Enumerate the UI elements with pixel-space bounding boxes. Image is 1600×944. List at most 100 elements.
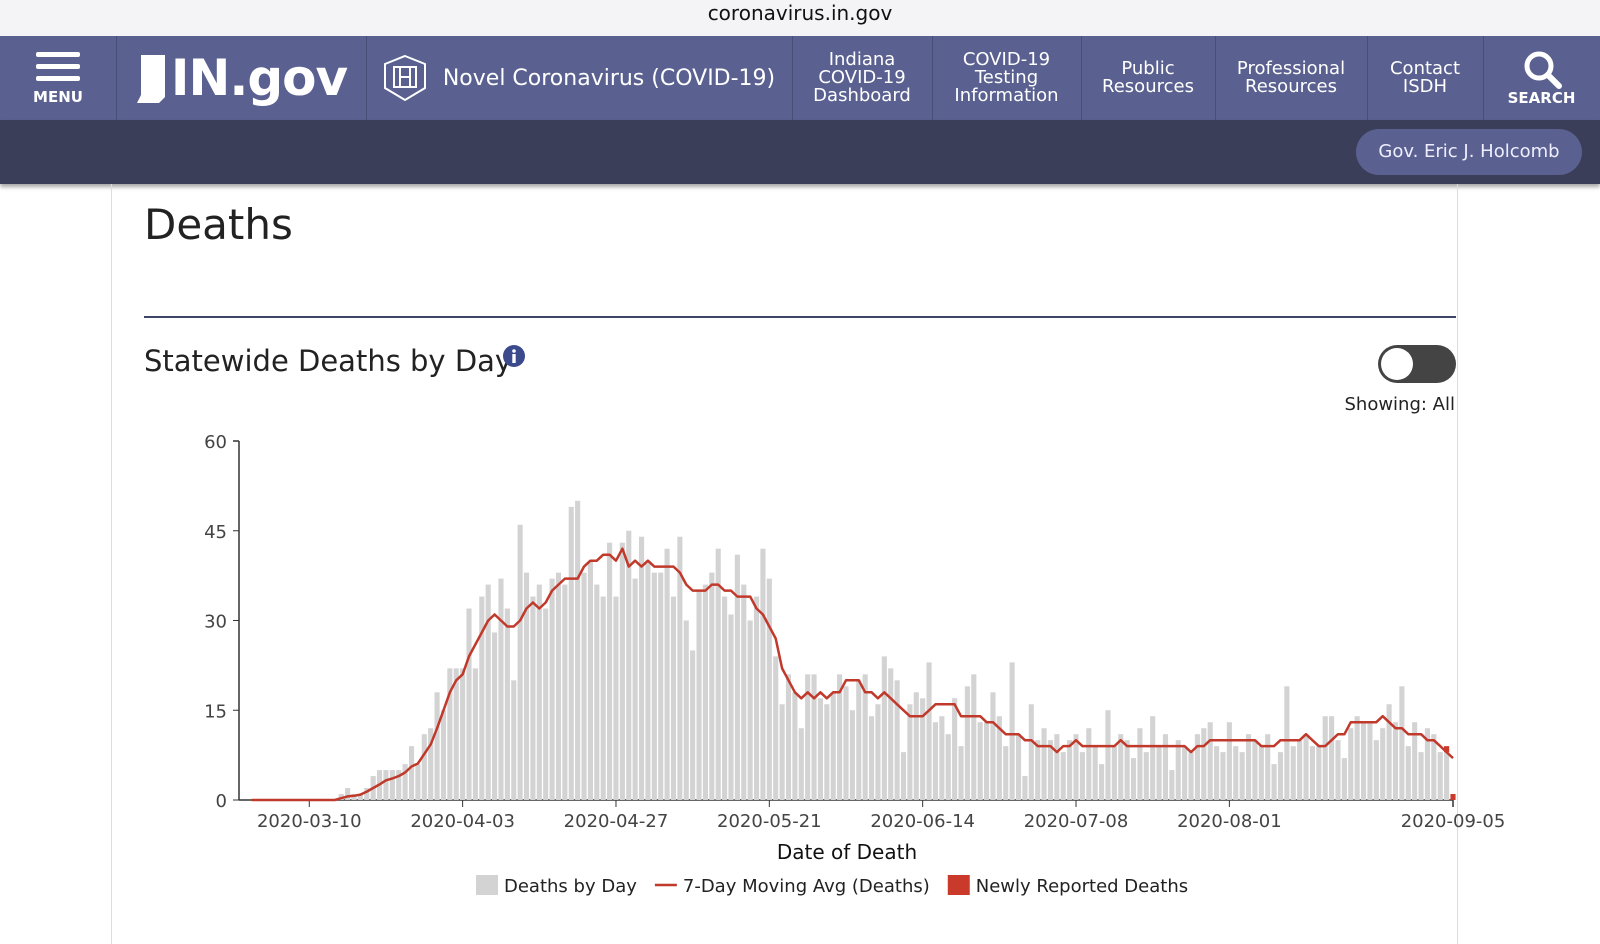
bar [741,584,747,800]
bar [1348,728,1354,800]
bar [421,734,427,800]
bar [773,656,779,800]
bar [1450,794,1456,800]
governor-button[interactable]: Gov. Eric J. Holcomb [1356,129,1582,175]
bar [1015,734,1022,800]
bar [479,596,485,800]
bar [581,572,587,800]
x-axis-label: Date of Death [777,840,917,864]
bar [1214,746,1220,800]
bar [1316,746,1322,800]
indiana-shape [136,55,165,103]
x-tick-label: 2020-03-10 [257,811,362,832]
x-tick-label: 2020-09-05 [1401,811,1506,832]
bar [670,596,677,800]
bar [843,686,849,800]
logo[interactable]: IN.gov [116,36,367,120]
info-icon[interactable] [502,344,526,368]
bar [1207,722,1213,800]
bar [1265,734,1271,800]
bar [594,584,600,800]
bar [696,590,702,800]
bar [428,728,434,800]
bar [1041,728,1047,800]
bar [1028,704,1034,800]
bar [1118,734,1124,800]
bar [1220,752,1226,800]
bar [984,722,990,800]
bar [1054,734,1060,800]
bar [1003,746,1009,800]
bar [702,584,708,800]
bar [1060,752,1066,800]
bar [1150,716,1156,800]
bar [1124,740,1130,800]
bar [779,704,785,800]
bar [492,632,498,800]
bar [626,530,632,800]
bar [651,572,657,800]
bar [1290,746,1296,800]
menu-label: MENU [33,88,83,106]
bar [1297,740,1303,800]
bar [849,710,855,800]
toggle[interactable] [1377,344,1457,384]
bar [792,692,798,800]
bar [1182,746,1188,800]
bar [1341,758,1347,800]
bar [1009,662,1015,800]
x-tick-label: 2020-07-08 [1024,811,1129,832]
bar [1239,752,1245,800]
bar [523,572,530,800]
nav-link[interactable]: Contact ISDH [1367,36,1484,120]
bar [530,596,536,800]
section-title: Statewide Deaths by Day [144,344,513,378]
bar [1086,728,1092,800]
bar [990,692,996,800]
y-tick-label: 30 [204,612,227,633]
sub-bar: Gov. Eric J. Holcomb [0,120,1600,184]
bar [466,608,472,800]
nav-link[interactable]: Public Resources [1081,36,1216,120]
bar [785,674,792,800]
bar [434,692,440,800]
bar [396,770,402,800]
bar [945,734,951,800]
search-button[interactable]: SEARCH [1483,36,1600,120]
bar [658,572,664,800]
bar [862,674,868,800]
bar [638,536,645,800]
x-tick-label: 2020-04-03 [410,811,515,832]
bar [881,656,887,800]
bar [619,542,625,800]
y-tick-label: 0 [216,791,227,812]
bar [1169,770,1175,800]
legend-label: Newly Reported Deaths [976,876,1188,897]
bar [511,680,517,800]
bar [900,752,907,800]
site-title[interactable]: Novel Coronavirus (COVID-19) [366,36,793,120]
bar [1194,734,1200,800]
legend-swatch [476,875,498,895]
menu-button[interactable]: MENU [0,36,117,120]
bar [1258,746,1264,800]
x-tick-label: 2020-08-01 [1177,811,1282,832]
bar [1143,752,1149,800]
bar [805,674,811,800]
bar [1277,752,1284,800]
bar [715,548,721,800]
bar [415,764,421,800]
bar [1329,716,1335,800]
bar [447,668,453,800]
toggle-label: Showing: All [1344,394,1455,415]
nav-link[interactable]: Indiana COVID-19 Dashboard [792,36,933,120]
bar [677,536,683,800]
bar [926,662,932,800]
bar [460,668,466,800]
bar [1412,722,1418,800]
bar [664,548,670,800]
nav-link[interactable]: Professional Resources [1215,36,1368,120]
nav-link[interactable]: COVID-19 Testing Information [932,36,1082,120]
x-tick-label: 2020-05-21 [717,811,822,832]
